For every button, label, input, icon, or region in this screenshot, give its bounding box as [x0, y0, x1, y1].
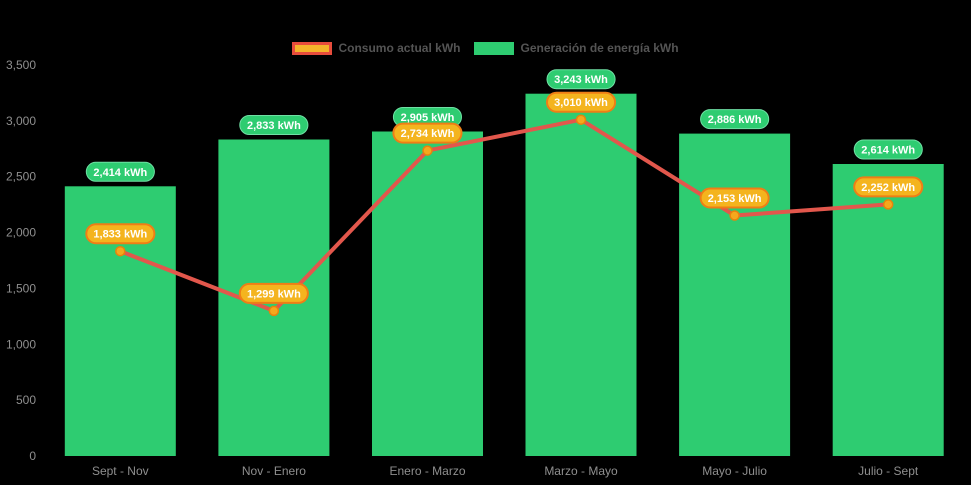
line-value-label-0: 1,833 kWh	[85, 223, 156, 245]
bar-value-label-3: 3,243 kWh	[546, 69, 616, 90]
line-value-label-5-text: 2,252 kWh	[861, 182, 915, 194]
y-axis-tick-5: 2,500	[6, 170, 36, 184]
bar-value-label-4-bg	[700, 109, 770, 130]
line-value-label-4: 2,153 kWh	[699, 187, 770, 209]
line-value-label-1-bg	[238, 282, 309, 304]
line-value-label-3-text: 3,010 kWh	[554, 97, 608, 109]
generation-bar-2[interactable]	[372, 131, 483, 457]
consumption-point-5[interactable]	[882, 199, 894, 210]
generation-bar-5[interactable]	[832, 164, 944, 456]
bar-value-label-3-bg	[546, 69, 616, 90]
bar-value-label-0-text: 2,414 kWh	[93, 167, 147, 179]
legend-item-consumo-actual[interactable]: Consumo actual kWh	[292, 41, 460, 55]
y-axis-tick-3: 1,500	[6, 281, 36, 295]
line-value-label-3-bg	[546, 91, 617, 113]
line-value-label-1: 1,299 kWh	[238, 282, 309, 304]
line-value-label-5: 2,252 kWh	[853, 176, 924, 198]
x-axis-label-4: Mayo - Julio	[702, 464, 767, 478]
generacion-bar-swatch-icon	[474, 41, 515, 55]
legend-label-consumo: Consumo actual kWh	[338, 41, 461, 55]
legend-label-generacion: Generación de energía kWh	[520, 41, 679, 55]
consumption-point-2[interactable]	[422, 145, 433, 156]
bar-value-label-1: 2,833 kWh	[239, 115, 309, 135]
line-value-label-4-text: 2,153 kWh	[708, 193, 762, 205]
chart-legend: Consumo actual kWh Generación de energía…	[0, 41, 971, 55]
y-axis-tick-2: 1,000	[6, 337, 36, 351]
bar-value-label-5-text: 2,614 kWh	[861, 145, 915, 157]
bar-value-label-4-text: 2,886 kWh	[708, 114, 762, 126]
y-axis-tick-4: 2,000	[6, 226, 36, 240]
x-axis-label-3: Marzo - Mayo	[544, 464, 618, 478]
y-axis-tick-6: 3,000	[6, 114, 36, 128]
generation-bar-4[interactable]	[679, 133, 791, 456]
bar-value-label-1-text: 2,833 kWh	[247, 120, 301, 132]
bar-value-label-3-text: 3,243 kWh	[554, 74, 608, 86]
line-value-label-1-text: 1,299 kWh	[247, 288, 301, 300]
line-value-label-0-text: 1,833 kWh	[93, 229, 147, 241]
generation-bar-3[interactable]	[525, 93, 637, 456]
line-value-label-0-bg	[85, 223, 156, 245]
consumption-point-0[interactable]	[115, 245, 126, 257]
bar-value-label-0: 2,414 kWh	[85, 161, 155, 182]
bar-value-label-2-text: 2,905 kWh	[401, 112, 455, 124]
line-value-label-2: 2,734 kWh	[392, 122, 463, 144]
consumption-point-3[interactable]	[575, 114, 587, 125]
line-value-label-2-bg	[392, 122, 463, 144]
y-axis-tick-7: 3,500	[6, 58, 36, 72]
consumo-line-swatch-icon	[292, 41, 333, 55]
bar-value-label-1-bg	[239, 115, 309, 135]
line-value-label-3: 3,010 kWh	[546, 91, 617, 113]
x-axis-label-5: Julio - Sept	[858, 464, 919, 478]
y-axis-tick-1: 500	[16, 393, 36, 407]
line-value-label-2-text: 2,734 kWh	[401, 128, 455, 140]
bar-value-label-5: 2,614 kWh	[853, 139, 923, 160]
bar-value-label-0-bg	[85, 161, 155, 182]
bar-value-label-2: 2,905 kWh	[392, 107, 462, 127]
x-axis-label-2: Enero - Marzo	[389, 464, 465, 478]
legend-item-generacion[interactable]: Generación de energía kWh	[474, 41, 679, 55]
x-axis-label-0: Sept - Nov	[92, 464, 149, 478]
consumption-point-1[interactable]	[268, 305, 280, 317]
x-axis-label-1: Nov - Enero	[242, 464, 306, 478]
line-value-label-4-bg	[699, 187, 770, 209]
y-axis-tick-0: 0	[29, 449, 36, 463]
consumption-point-4[interactable]	[729, 210, 740, 221]
line-value-label-5-bg	[853, 176, 924, 198]
bar-value-label-4: 2,886 kWh	[700, 109, 770, 130]
bar-value-label-5-bg	[853, 139, 923, 160]
